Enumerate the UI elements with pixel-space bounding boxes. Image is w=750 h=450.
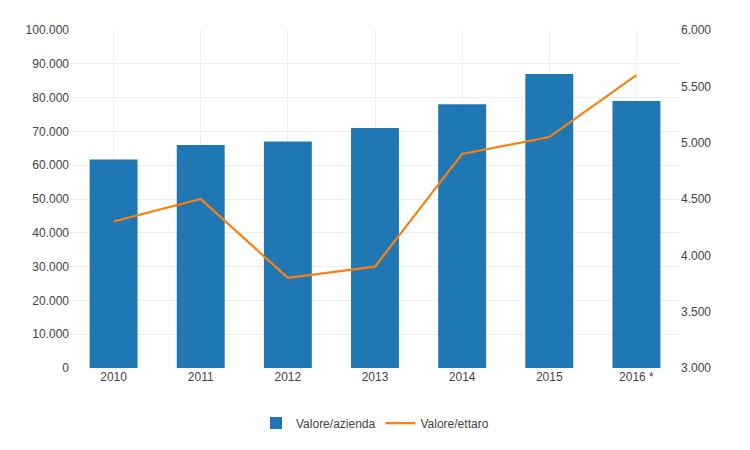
svg-text:2011: 2011	[188, 370, 214, 384]
svg-text:2012: 2012	[275, 370, 302, 384]
svg-text:50.000: 50.000	[32, 192, 69, 206]
svg-text:2015: 2015	[536, 370, 563, 384]
svg-text:80.000: 80.000	[32, 91, 69, 105]
svg-text:100.000: 100.000	[26, 23, 70, 37]
svg-text:Valore/ettaro: Valore/ettaro	[420, 417, 488, 431]
svg-text:20.000: 20.000	[32, 294, 69, 308]
svg-text:6.000: 6.000	[681, 23, 711, 37]
svg-text:5.500: 5.500	[681, 80, 711, 94]
svg-text:2010: 2010	[100, 370, 127, 384]
svg-text:3.000: 3.000	[681, 361, 711, 375]
svg-text:30.000: 30.000	[32, 260, 69, 274]
svg-text:90.000: 90.000	[32, 57, 69, 71]
svg-text:70.000: 70.000	[32, 125, 69, 139]
svg-text:Valore/azienda: Valore/azienda	[296, 417, 375, 431]
svg-text:2014: 2014	[449, 370, 476, 384]
svg-text:2016 *: 2016 *	[619, 370, 654, 384]
svg-text:4.000: 4.000	[681, 249, 711, 263]
svg-text:4.500: 4.500	[681, 192, 711, 206]
svg-text:0: 0	[62, 361, 69, 375]
svg-text:2013: 2013	[362, 370, 389, 384]
svg-text:60.000: 60.000	[32, 158, 69, 172]
svg-text:3.500: 3.500	[681, 305, 711, 319]
svg-text:5.000: 5.000	[681, 136, 711, 150]
svg-text:10.000: 10.000	[32, 327, 69, 341]
svg-text:40.000: 40.000	[32, 226, 69, 240]
